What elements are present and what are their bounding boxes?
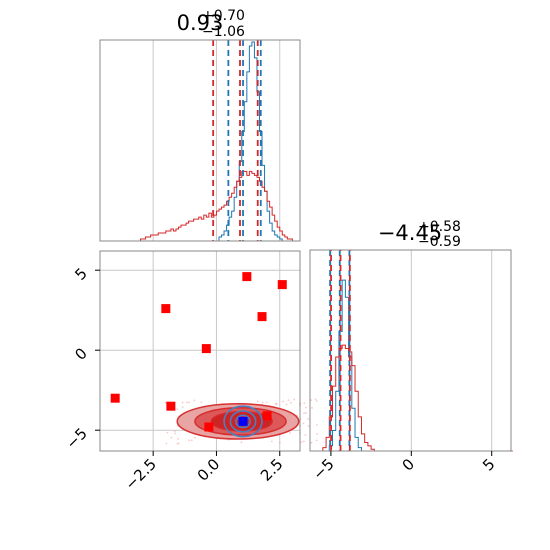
scatter-sample-point — [177, 438, 179, 440]
scatter-sample-point — [261, 401, 264, 404]
red-square-marker-2 — [161, 304, 171, 314]
scatter-sample-point — [315, 423, 318, 426]
scatter-sample-point — [285, 403, 288, 406]
scatter-sample-point — [289, 401, 292, 404]
scatter-sample-point — [188, 401, 190, 404]
red-square-marker-5 — [110, 393, 120, 403]
title-plus-x: +0.70 — [202, 8, 245, 24]
hist-panel-x-frame — [99, 39, 301, 242]
scatter-sample-point — [194, 436, 196, 439]
scatter-sample-point — [181, 406, 184, 409]
scatter-sample-point — [270, 440, 273, 443]
scatter-sample-point — [305, 406, 307, 409]
scatter-ytick-label-0: −5 — [62, 424, 90, 452]
scatter-sample-point — [310, 399, 313, 402]
scatter-sample-point — [174, 432, 177, 435]
hist-panel-x: 0.93 +0.70 −1.06 — [99, 8, 301, 242]
scatter-sample-point — [300, 441, 303, 444]
scatter-ytick-label-2: 5 — [71, 264, 90, 283]
scatter-sample-point — [165, 442, 168, 445]
scatter-sample-point — [315, 400, 318, 402]
scatter-sample-point — [275, 403, 278, 406]
scatter-sample-point — [287, 399, 290, 402]
scatter-sample-point — [185, 401, 188, 404]
scatter-sample-point — [307, 417, 310, 420]
scatter-sample-point — [177, 442, 180, 445]
title-median-x: 0.93 — [177, 11, 224, 35]
title-plus-y: +0.58 — [418, 219, 461, 235]
red-square-marker-4 — [201, 344, 211, 354]
blue-square-marker — [238, 416, 248, 426]
red-square-marker-6 — [166, 401, 176, 411]
scatter-sample-point — [200, 401, 203, 404]
hist-panel-y-frame — [309, 249, 512, 452]
scatter-sample-point — [278, 441, 281, 444]
scatter-sample-point — [302, 422, 305, 425]
scatter-sample-point — [293, 398, 296, 401]
title-minus-x: −1.06 — [202, 24, 245, 40]
scatter-sample-point — [303, 402, 306, 405]
title-minus-y: −0.59 — [418, 234, 461, 250]
scatter-sample-point — [170, 436, 173, 439]
hist-panel-x-title: 0.93 — [177, 11, 224, 35]
title-median-y: −4.45 — [378, 221, 442, 245]
scatter-sample-point — [173, 430, 176, 433]
scatter-sample-point — [311, 407, 313, 409]
scatter-sample-point — [181, 401, 184, 404]
blue-contour-0 — [223, 405, 263, 438]
scatter-sample-point — [166, 431, 169, 434]
scatter-xtick-label-1: 0.0 — [194, 455, 224, 485]
scatter-sample-point — [265, 401, 268, 404]
red-square-marker-7 — [204, 422, 214, 432]
hist-x-series-1 — [100, 170, 300, 242]
scatter-sample-point — [314, 398, 317, 401]
scatter-sample-point — [316, 433, 319, 435]
scatter-sample-point — [256, 400, 259, 403]
scatter-sample-point — [303, 412, 305, 415]
scatter-panel-frame — [99, 250, 301, 452]
scatter-sample-point — [302, 440, 305, 443]
blue-contour-1 — [229, 410, 257, 433]
scatter-sample-point — [240, 441, 243, 444]
scatter-xtick-label-0: −2.5 — [121, 455, 159, 493]
hist-y-xtick-label-2: 5 — [479, 455, 498, 474]
red-square-marker-3 — [257, 312, 267, 322]
scatter-xtick-label-2: 2.5 — [257, 455, 287, 485]
scatter-panel: −2.5 0.0 2.5 −5 0 5 — [62, 250, 319, 494]
red-square-marker-1 — [277, 280, 287, 290]
scatter-sample-point — [282, 400, 284, 403]
scatter-sample-point — [304, 433, 307, 436]
scatter-sample-point — [193, 399, 196, 402]
scatter-sample-point — [310, 441, 313, 444]
hist-panel-y: −4.45 +0.58 −0.59 −5 0 5 — [309, 219, 513, 483]
scatter-sample-point — [190, 439, 193, 442]
red-square-marker-0 — [242, 272, 252, 282]
scatter-ytick-label-1: 0 — [71, 344, 90, 363]
scatter-sample-point — [315, 439, 318, 442]
scatter-sample-point — [307, 425, 310, 427]
hist-x-series-0 — [100, 41, 300, 242]
scatter-sample-point — [305, 412, 307, 414]
blue-contour-2 — [235, 414, 251, 429]
scatter-sample-point — [288, 432, 291, 434]
hist-y-xtick-label-1: 0 — [399, 455, 418, 474]
scatter-sample-point — [188, 439, 191, 442]
red-square-marker-8 — [262, 411, 272, 421]
hist-y-xtick-label-0: −5 — [309, 455, 337, 483]
scatter-sample-point — [176, 408, 179, 411]
